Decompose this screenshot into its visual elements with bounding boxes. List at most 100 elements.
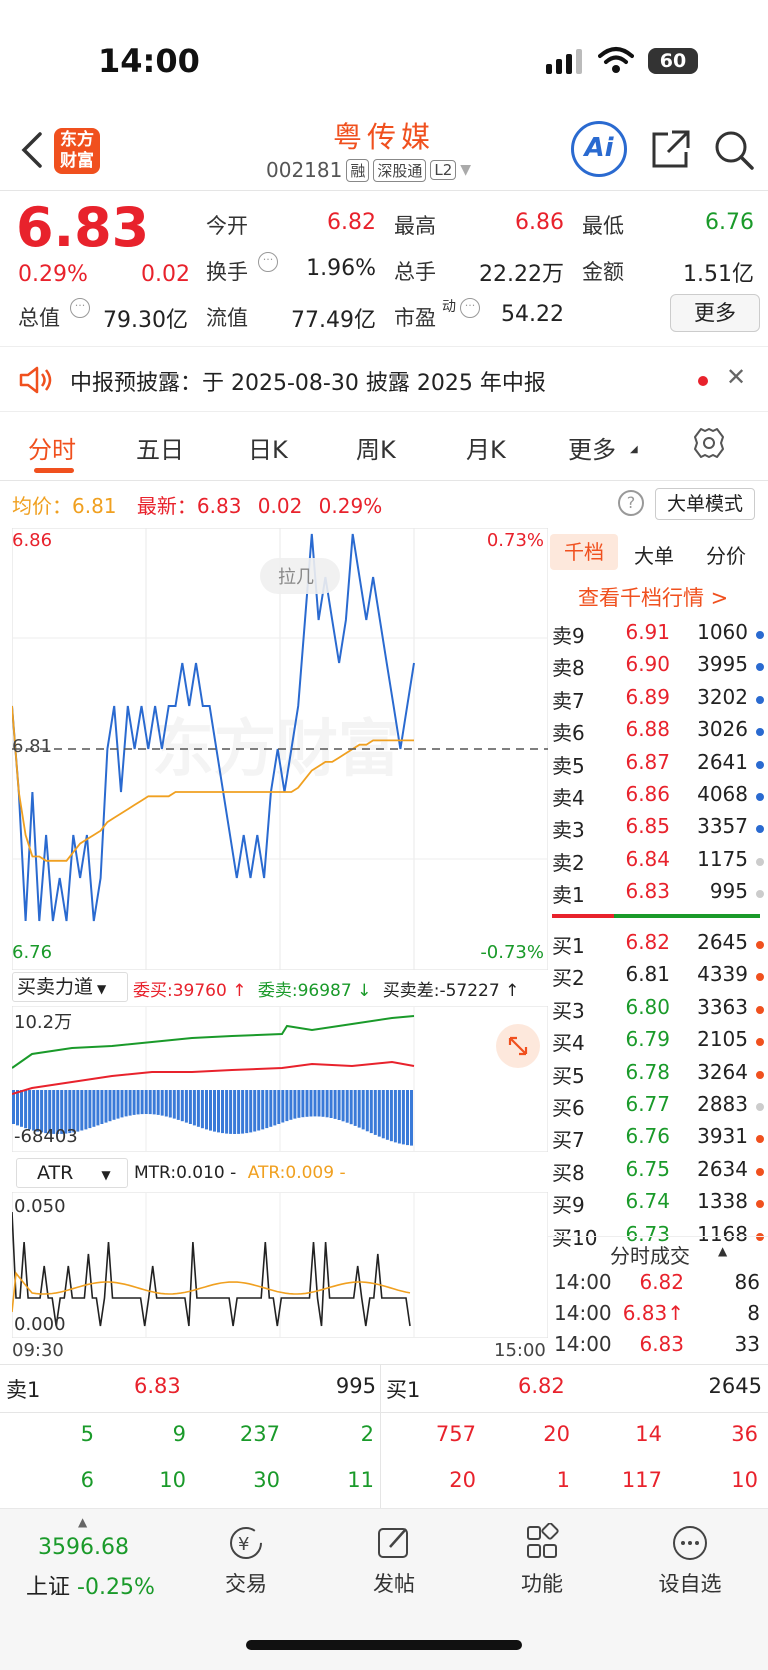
force-indicator-select[interactable]: 买卖力道 ▼ [12,972,128,1002]
bid-row[interactable]: 买10 6.73 1168 [550,1222,764,1254]
big-order-mode-button[interactable]: 大单模式 [655,488,755,520]
tab-more[interactable]: 更多 [568,436,616,464]
nav-watchlist[interactable]: 设自选 [630,1523,750,1598]
nav-post[interactable]: 发帖 [334,1523,454,1598]
ask-volume: 3026 [697,717,748,742]
deal-sell-vol: 995 [335,1374,376,1398]
bid-row[interactable]: 买8 6.75 2634 [550,1157,764,1189]
force-bar [321,1090,325,1117]
tab-price-dist[interactable]: 分价 [706,544,746,568]
tab-daily-k[interactable]: 日K [248,436,288,464]
force-bar [353,1090,357,1126]
tab-5day[interactable]: 五日 [136,436,184,464]
force-bar [357,1090,361,1128]
deal-buy-label: 买1 [386,1378,421,1402]
info-icon[interactable]: ··· [258,252,278,272]
bid-row[interactable]: 买4 6.79 2105 [550,1027,764,1059]
caret-down-icon: ▼ [97,982,107,996]
force-bar [233,1090,237,1134]
atr-chart[interactable] [12,1192,548,1338]
bid-price: 6.75 [625,1156,670,1181]
help-icon[interactable]: ? [618,490,644,516]
nav-post-label: 发帖 [373,1572,415,1596]
bid-row[interactable]: 买6 6.77 2883 [550,1092,764,1124]
force-bar [72,1090,76,1133]
tab-intraday[interactable]: 分时 [28,436,76,464]
app-logo: 东方财富 [54,128,100,174]
bid-row[interactable]: 买3 6.80 3363 [550,995,764,1027]
force-bar [406,1090,409,1146]
latest-value: 6.83 [196,494,242,518]
nav-functions-label: 功能 [521,1572,563,1596]
y-mid-label: 6.81 [12,736,53,757]
force-bar [309,1090,313,1117]
force-bar [188,1090,192,1124]
bid-label: 买2 [552,966,585,991]
close-icon[interactable]: ✕ [726,363,747,391]
ask-row[interactable]: 卖1 6.83 995 [550,879,764,911]
nav-functions[interactable]: 功能 [482,1522,602,1598]
deal-sell-cell: 30 [253,1468,280,1492]
ask-price: 6.91 [625,620,670,644]
dropdown-icon[interactable]: ▼ [460,162,472,178]
deal-sell-price: 6.83 [134,1374,181,1398]
tab-big-order[interactable]: 大单 [634,544,674,568]
atr-indicator-select[interactable]: ATR ▼ [16,1158,128,1188]
deal-buy-cell: 36 [731,1422,758,1446]
share-icon[interactable] [648,128,692,172]
ask-row[interactable]: 卖6 6.88 3026 [550,717,764,749]
info-icon[interactable]: ··· [460,298,480,318]
ask-row[interactable]: 卖9 6.91 1060 [550,620,764,652]
tab-monthly-k[interactable]: 月K [466,436,506,464]
ask-dot [756,793,764,801]
ask-row[interactable]: 卖3 6.85 3357 [550,814,764,846]
info-icon[interactable]: ··· [70,298,90,318]
bottom-nav: ▲ 3596.68 上证 -0.25% ¥ 交易 发帖 功能 设自选 [0,1508,768,1670]
expand-button[interactable] [496,1024,540,1068]
bid-row[interactable]: 买5 6.78 3264 [550,1060,764,1092]
tab-depth[interactable]: 千档 [550,534,618,570]
force-bar [184,1090,188,1123]
trades-title[interactable]: 分时成交 [610,1244,690,1268]
bid-row[interactable]: 买2 6.81 4339 [550,962,764,994]
force-bar [160,1090,164,1116]
bid-row[interactable]: 买9 6.74 1338 [550,1189,764,1221]
force-bar [361,1090,365,1130]
bid-row[interactable]: 买7 6.76 3931 [550,1124,764,1156]
back-arrow-icon[interactable] [14,128,50,172]
ask-row[interactable]: 卖4 6.86 4068 [550,782,764,814]
gear-icon[interactable] [692,426,726,460]
pe-value: 54.22 [501,302,564,327]
bid-row[interactable]: 买1 6.82 2645 [550,930,764,962]
force-bar [120,1090,124,1118]
force-bar [24,1090,28,1129]
search-icon[interactable] [712,128,756,172]
view-depth-link[interactable]: 查看千档行情 > [578,586,729,610]
ask-row[interactable]: 卖5 6.87 2641 [550,750,764,782]
force-bar [325,1090,329,1118]
force-bar [40,1090,44,1133]
grid-icon [527,1522,559,1558]
ask-row[interactable]: 卖7 6.89 3202 [550,685,764,717]
caret-up-icon: ▲ [78,1515,88,1529]
ask-volume: 1175 [697,846,748,871]
bid-price: 6.80 [625,994,670,1019]
force-bar [229,1090,233,1134]
chart-info-line: 均价：6.81 最新：6.83 0.02 0.29% [12,490,382,519]
more-button[interactable]: 更多 [670,294,760,332]
ask-row[interactable]: 卖2 6.84 1175 [550,847,764,879]
notice-bar[interactable]: 中报预披露：于 2025-08-30 披露 2025 年中报 ✕ [0,346,768,412]
avg-label: 均价： [12,494,72,518]
bid-label: 买9 [552,1193,585,1218]
ask-row[interactable]: 卖8 6.90 3995 [550,652,764,684]
ask-dot [756,695,764,704]
force-bar [285,1090,289,1122]
force-chart[interactable] [12,1006,548,1152]
index-row[interactable]: 上证 -0.25% [26,1569,155,1601]
index-value[interactable]: 3596.68 [38,1535,129,1560]
tab-weekly-k[interactable]: 周K [356,436,396,464]
ai-button[interactable]: Ai [571,121,627,177]
nav-trade[interactable]: ¥ 交易 [186,1523,306,1598]
intraday-chart[interactable]: 东方财富 拉几 [12,528,548,970]
force-bar [385,1090,389,1140]
